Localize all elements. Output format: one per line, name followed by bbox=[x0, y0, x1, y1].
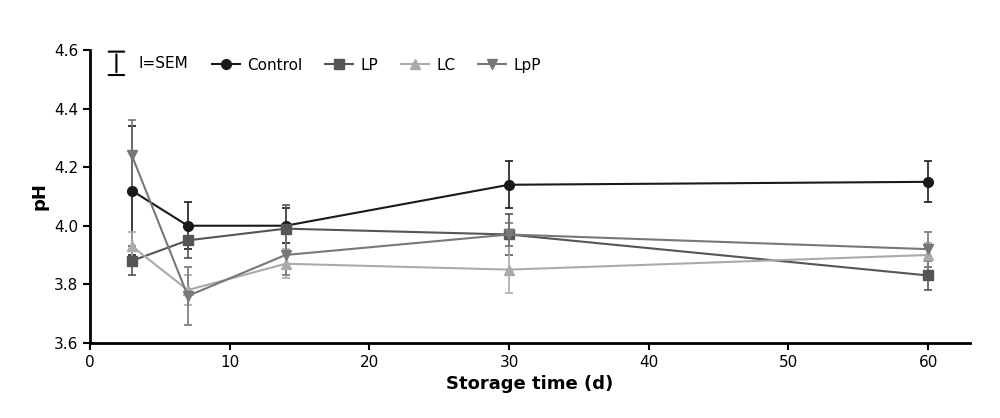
Text: I=SEM: I=SEM bbox=[138, 56, 188, 71]
Legend: Control, LP, LC, LpP: Control, LP, LC, LpP bbox=[212, 58, 541, 73]
Y-axis label: pH: pH bbox=[30, 183, 48, 210]
X-axis label: Storage time (d): Storage time (d) bbox=[446, 375, 614, 393]
